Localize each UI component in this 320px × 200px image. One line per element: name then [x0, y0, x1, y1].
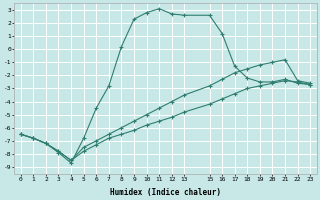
- X-axis label: Humidex (Indice chaleur): Humidex (Indice chaleur): [110, 188, 221, 197]
